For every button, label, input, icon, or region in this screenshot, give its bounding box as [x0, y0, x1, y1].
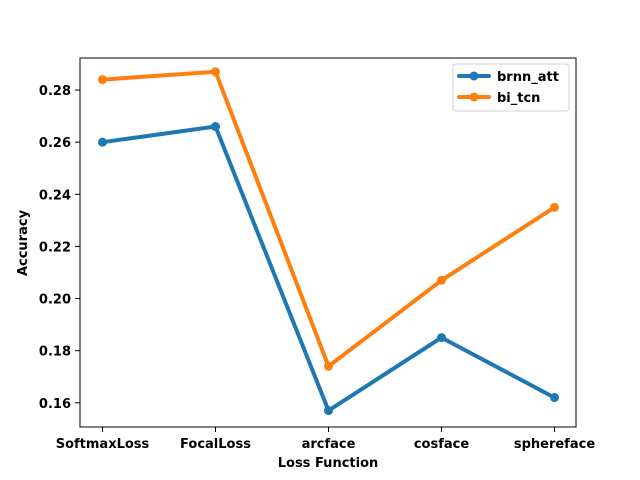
y-tick-label: 0.24 [39, 188, 71, 203]
legend-marker-brnn_att [469, 71, 479, 81]
x-tick-label: SoftmaxLoss [56, 437, 150, 452]
y-tick-label: 0.26 [39, 136, 71, 151]
data-point-brnn_att-arcface [324, 406, 333, 416]
data-point-bi_tcn-SoftmaxLoss [98, 75, 107, 85]
x-axis-label: Loss Function [278, 456, 379, 471]
data-point-bi_tcn-sphereface [550, 202, 559, 212]
y-tick-label: 0.20 [39, 293, 71, 308]
y-tick-label: 0.22 [39, 240, 71, 255]
data-point-brnn_att-FocalLoss [211, 122, 220, 132]
data-point-brnn_att-sphereface [550, 393, 559, 403]
data-point-bi_tcn-arcface [324, 361, 333, 371]
x-tick-label: FocalLoss [180, 437, 251, 452]
legend-marker-bi_tcn [469, 92, 479, 102]
data-point-brnn_att-SoftmaxLoss [98, 137, 107, 147]
legend: brnn_att bi_tcn [452, 63, 570, 112]
x-tick-label: cosface [414, 437, 470, 452]
y-tick-label: 0.18 [39, 345, 71, 360]
y-tick-label: 0.28 [39, 84, 71, 99]
data-point-bi_tcn-FocalLoss [211, 67, 220, 77]
y-tick-label: 0.16 [39, 397, 71, 412]
x-tick-label: arcface [302, 437, 356, 452]
x-tick-label: sphereface [514, 437, 595, 452]
axes: 0.16 0.18 0.20 0.22 0.24 0.26 0.28 SoftmaxLoss F… [39, 57, 595, 452]
series-line-bi_tcn [100, 69, 557, 369]
data-point-brnn_att-cosface [437, 333, 446, 343]
legend-label-brnn_att: brnn_att [497, 70, 559, 85]
plot-lines [98, 67, 559, 416]
y-axis-label: Accuracy [16, 209, 31, 276]
legend-label-bi_tcn: bi_tcn [497, 91, 540, 106]
data-point-bi_tcn-cosface [437, 275, 446, 285]
